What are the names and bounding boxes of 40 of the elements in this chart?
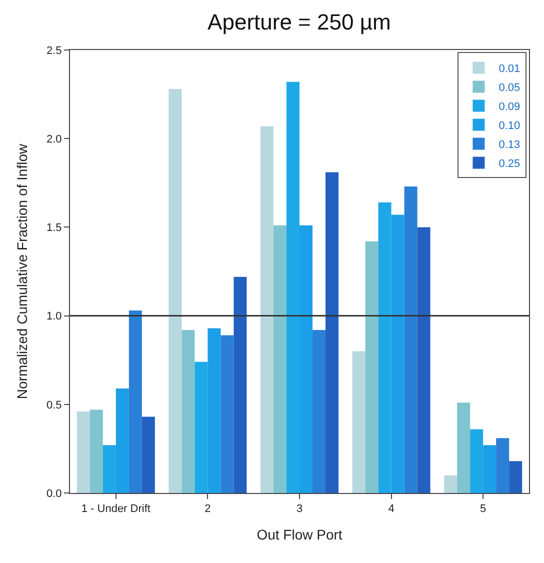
legend-label: 0.09	[498, 101, 520, 114]
bar	[509, 461, 522, 493]
bar	[260, 126, 274, 493]
bar	[76, 411, 90, 493]
x-tick-label: 4	[388, 503, 394, 516]
bar	[352, 351, 366, 493]
legend-label: 0.01	[498, 63, 520, 76]
bar	[312, 330, 326, 493]
bar	[168, 88, 182, 493]
y-tick-label: 1.5	[46, 222, 62, 234]
bar	[273, 225, 286, 493]
bar	[142, 416, 155, 493]
bar	[326, 172, 339, 493]
bar	[496, 438, 510, 493]
bar	[234, 276, 247, 493]
bar	[444, 475, 458, 493]
x-tick-label: 2	[204, 503, 211, 516]
chart-title: Aperture = 250 µm	[208, 9, 391, 34]
bar	[220, 335, 234, 493]
bar	[128, 310, 142, 493]
x-tick-label: 3	[296, 503, 303, 516]
legend-label: 0.25	[498, 158, 520, 170]
legend-label: 0.10	[498, 120, 520, 132]
y-tick-label: 0.5	[46, 399, 62, 412]
y-tick-label: 1.0	[46, 310, 62, 323]
bar	[365, 241, 378, 493]
y-axis-title: Normalized Cumulative Fraction of Inflow	[14, 143, 30, 400]
x-tick-label: 1 - Under Drift	[81, 503, 150, 516]
x-tick-label: 5	[480, 503, 486, 516]
legend-label: 0.13	[498, 139, 520, 152]
bar	[182, 330, 195, 493]
bar	[417, 227, 430, 493]
bar	[90, 410, 103, 493]
bar	[404, 186, 418, 493]
y-tick-label: 2.0	[46, 133, 62, 146]
x-axis-title: Out Flow Port	[256, 526, 342, 542]
y-tick-label: 2.5	[46, 44, 62, 57]
legend-label: 0.05	[498, 82, 520, 94]
y-tick-label: 0.0	[46, 488, 62, 500]
bar	[457, 402, 470, 493]
